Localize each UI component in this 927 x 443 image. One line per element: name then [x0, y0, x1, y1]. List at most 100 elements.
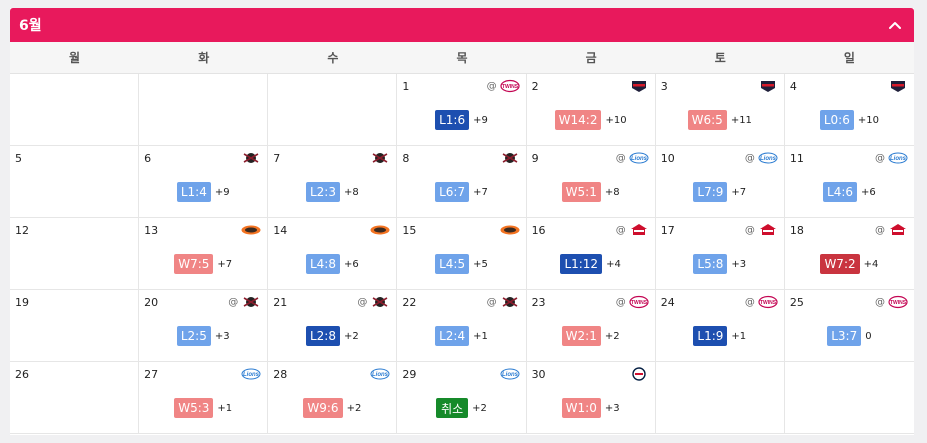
day-number: 19 — [15, 296, 29, 309]
away-marker: @ — [486, 80, 497, 92]
opponent: @ TWINS — [875, 295, 908, 309]
games-ahead: +9 — [214, 186, 230, 198]
lions-logo-icon: Lions — [888, 152, 908, 164]
day-cell[interactable]: 28 Lions W9:6 +2 — [268, 362, 398, 434]
day-cell[interactable]: 22 @ L2:4 +1 — [397, 290, 527, 362]
games-ahead: +11 — [730, 114, 752, 126]
day-cell[interactable]: 9 @ Lions W5:1 +8 — [526, 146, 656, 218]
twins-logo-icon: TWINS — [499, 79, 520, 93]
chevron-up-icon — [889, 22, 901, 29]
day-cell[interactable]: 24 @ TWINS L1:9 +1 — [655, 290, 785, 362]
twins-logo-icon: TWINS — [758, 295, 778, 309]
game-result: L2:3 +8 — [268, 182, 396, 202]
day-cell[interactable]: 8 L6:7 +7 — [397, 146, 527, 218]
day-cell[interactable]: 7 L2:3 +8 — [268, 146, 398, 218]
score-badge[interactable]: L4:8 — [305, 254, 340, 274]
svg-text:Lions: Lions — [760, 156, 777, 162]
day-number: 30 — [531, 368, 546, 381]
score-badge[interactable]: L1:9 — [693, 326, 728, 346]
score-badge[interactable]: W7:5 — [174, 254, 214, 274]
day-cell[interactable]: 21 @ L2:8 +2 — [268, 290, 398, 362]
opponent: @ — [616, 223, 649, 237]
score-badge[interactable]: W7:2 — [820, 254, 860, 274]
day-cell[interactable]: 20 @ L2:5 +3 — [139, 290, 269, 362]
day-number: 29 — [402, 368, 417, 381]
score-badge[interactable]: L6:7 — [435, 182, 470, 202]
day-cell[interactable]: 25 @ TWINS L3:7 0 — [784, 290, 914, 362]
day-number: 10 — [660, 152, 675, 165]
day-cell[interactable]: 13 W7:5 +7 — [139, 218, 269, 290]
games-ahead: +9 — [473, 114, 488, 126]
day-number: 9 — [531, 152, 539, 165]
opponent: Lions — [500, 367, 520, 381]
games-ahead: +7 — [217, 258, 233, 270]
score-badge[interactable]: W2:1 — [561, 326, 601, 346]
day-cell[interactable]: 27 Lions W5:3 +1 — [139, 362, 269, 434]
day-cell[interactable]: 11 @ Lions L4:6 +6 — [784, 146, 914, 218]
month-header: 6월 — [10, 8, 914, 42]
score-badge[interactable]: L2:4 — [435, 326, 470, 346]
heroes-logo-icon — [243, 297, 259, 307]
score-badge[interactable]: W9:6 — [303, 398, 343, 418]
day-cell[interactable]: 17 @ L5:8 +3 — [655, 218, 785, 290]
score-badge[interactable]: 취소 — [436, 398, 469, 418]
score-badge[interactable]: W5:1 — [561, 182, 601, 202]
day-cell[interactable]: 10 @ Lions L7:9 +7 — [655, 146, 785, 218]
score-badge[interactable]: L1:6 — [435, 110, 470, 130]
game-result: W7:2 +4 — [785, 254, 914, 274]
opponent — [500, 151, 520, 165]
score-badge[interactable]: L0:6 — [819, 110, 854, 130]
score-badge[interactable]: W5:3 — [174, 398, 214, 418]
day-cell[interactable]: 15 L4:5 +5 — [397, 218, 527, 290]
score-badge[interactable]: L5:8 — [693, 254, 728, 274]
away-marker: @ — [744, 152, 755, 164]
score-badge[interactable]: L4:6 — [823, 182, 858, 202]
day-cell[interactable]: 1 @ TWINS L1:6 +9 — [397, 74, 527, 146]
day-cell[interactable]: 4 L0:6 +10 — [784, 74, 914, 146]
day-cell[interactable]: 14 L4:8 +6 — [268, 218, 398, 290]
day-number: 7 — [273, 152, 281, 165]
game-result: L2:5 +3 — [139, 326, 267, 346]
score-badge[interactable]: L3:7 — [827, 326, 862, 346]
score-badge[interactable]: L7:9 — [693, 182, 728, 202]
day-number: 8 — [402, 152, 410, 165]
games-ahead: +3 — [604, 402, 620, 414]
score-badge[interactable]: W14:2 — [554, 110, 602, 130]
game-result: W2:1 +2 — [527, 326, 655, 346]
day-cell[interactable]: 16 @ L1:12 +4 — [526, 218, 656, 290]
opponent: @ TWINS — [745, 295, 778, 309]
collapse-button[interactable] — [886, 16, 904, 34]
game-result: L1:12 +4 — [527, 254, 655, 274]
score-badge[interactable]: W1:0 — [561, 398, 601, 418]
opponent — [241, 223, 261, 237]
games-ahead: +4 — [863, 258, 879, 270]
score-badge[interactable]: L2:5 — [176, 326, 211, 346]
opponent — [370, 223, 390, 237]
day-cell[interactable]: 18 @ W7:2 +4 — [784, 218, 914, 290]
tigers-logo-icon — [760, 81, 775, 92]
day-cell[interactable]: 2 W14:2 +10 — [526, 74, 656, 146]
calendar-grid: 1 @ TWINS L1:6 +9 2 W14:2 +10 3 W6:5 +11 4 L0:6 +10 5 6… — [10, 74, 914, 434]
score-badge[interactable]: L4:5 — [435, 254, 470, 274]
score-badge[interactable]: L1:4 — [176, 182, 211, 202]
day-cell[interactable]: 6 L1:4 +9 — [139, 146, 269, 218]
opponent: @ Lions — [745, 151, 778, 165]
game-result: L5:8 +3 — [656, 254, 784, 274]
score-badge[interactable]: L2:3 — [305, 182, 340, 202]
games-ahead: +2 — [346, 402, 362, 414]
lions-logo-icon: Lions — [370, 368, 390, 380]
day-cell[interactable]: 30 W1:0 +3 — [526, 362, 656, 434]
score-badge[interactable]: W6:5 — [687, 110, 727, 130]
game-result: L4:5 +5 — [397, 254, 525, 274]
game-result: W7:5 +7 — [139, 254, 267, 274]
empty-cell — [139, 74, 269, 146]
day-cell[interactable]: 23 @ TWINS W2:1 +2 — [526, 290, 656, 362]
score-badge[interactable]: L2:8 — [305, 326, 340, 346]
weekday-wed: 수 — [327, 51, 339, 65]
opponent: @ TWINS — [616, 295, 649, 309]
day-cell[interactable]: 29 Lions 취소 +2 — [397, 362, 527, 434]
day-cell[interactable]: 3 W6:5 +11 — [655, 74, 785, 146]
score-badge[interactable]: L1:12 — [560, 254, 603, 274]
away-marker: @ — [744, 224, 755, 236]
day-number: 18 — [789, 224, 804, 237]
